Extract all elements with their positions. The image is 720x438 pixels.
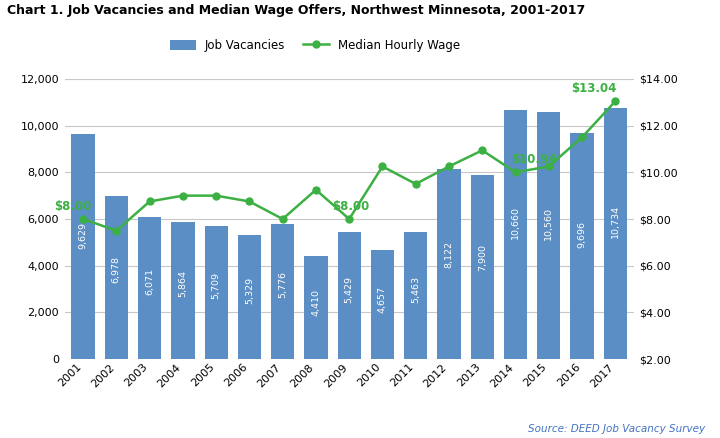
Bar [204,226,228,359]
Bar [603,109,627,359]
Text: 7,900: 7,900 [478,244,487,271]
Bar [371,251,394,359]
Text: $8.00: $8.00 [332,200,369,213]
Text: 4,657: 4,657 [378,286,387,313]
Median Hourly Wage [245,199,253,204]
Text: 8,122: 8,122 [444,241,454,268]
Text: 9,629: 9,629 [78,222,88,249]
Text: 5,463: 5,463 [411,276,420,303]
Text: 10,660: 10,660 [511,206,520,239]
Median Hourly Wage [577,134,586,140]
Median Hourly Wage [78,216,87,222]
Bar [138,217,161,359]
Median Hourly Wage [179,193,187,198]
Bar [238,235,261,359]
Bar [71,134,95,359]
Bar [338,232,361,359]
Median Hourly Wage [279,216,287,222]
Bar [171,222,194,359]
Text: 5,709: 5,709 [212,272,220,299]
Text: 9,696: 9,696 [577,221,587,248]
Median Hourly Wage [478,148,487,153]
Line: Median Hourly Wage: Median Hourly Wage [80,98,618,234]
Text: 5,776: 5,776 [278,272,287,298]
Median Hourly Wage [345,216,354,222]
Median Hourly Wage [378,164,387,169]
Median Hourly Wage [312,187,320,192]
Text: 5,329: 5,329 [245,277,254,304]
Bar [570,133,594,359]
Median Hourly Wage [511,170,520,175]
Legend: Job Vacancies, Median Hourly Wage: Job Vacancies, Median Hourly Wage [165,34,465,57]
Median Hourly Wage [112,228,121,233]
Bar [504,110,527,359]
Median Hourly Wage [445,164,454,169]
Text: 6,978: 6,978 [112,256,121,283]
Text: Source: DEED Job Vacancy Survey: Source: DEED Job Vacancy Survey [528,424,706,434]
Text: 4,410: 4,410 [312,289,320,316]
Text: 10,560: 10,560 [544,207,553,240]
Median Hourly Wage [544,164,553,169]
Text: 6,071: 6,071 [145,268,154,295]
Median Hourly Wage [611,99,620,104]
Median Hourly Wage [212,193,220,198]
Bar [471,175,494,359]
Text: $10.94: $10.94 [511,153,557,166]
Text: $8.00: $8.00 [55,200,91,213]
Bar [104,196,128,359]
Text: 5,864: 5,864 [179,270,187,297]
Bar [271,224,294,359]
Text: 10,734: 10,734 [611,205,620,238]
Median Hourly Wage [145,199,154,204]
Bar [404,232,428,359]
Text: $13.04: $13.04 [571,82,616,95]
Bar [437,170,461,359]
Bar [537,113,560,359]
Text: Chart 1. Job Vacancies and Median Wage Offers, Northwest Minnesota, 2001-2017: Chart 1. Job Vacancies and Median Wage O… [7,4,585,18]
Bar [305,256,328,359]
Text: 5,429: 5,429 [345,276,354,303]
Median Hourly Wage [411,181,420,187]
